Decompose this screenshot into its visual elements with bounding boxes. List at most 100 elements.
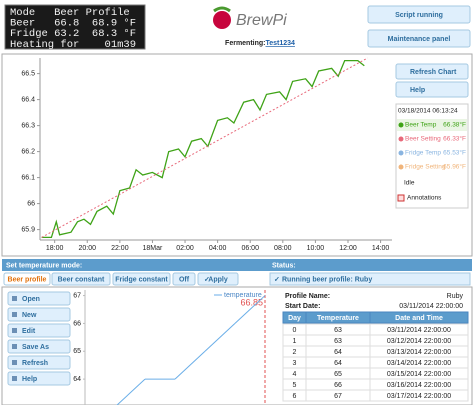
legend-swatch — [398, 136, 404, 142]
x-tick-label: 06:00 — [241, 245, 259, 252]
button-icon — [12, 360, 17, 365]
profile-y-tick-label: 67 — [73, 292, 81, 299]
legend-row[interactable] — [397, 147, 467, 159]
status-title: Status: — [272, 262, 296, 269]
legend-name: Beer Temp — [405, 122, 437, 129]
x-tick-label: 18Mar — [143, 245, 164, 252]
button-icon — [12, 344, 17, 349]
annotations-icon — [397, 194, 405, 202]
table-text: 67 — [334, 393, 342, 400]
header-button[interactable] — [367, 5, 471, 24]
table-header-cell — [369, 311, 469, 324]
profile-segment — [234, 295, 266, 324]
table-text: 03/12/2014 22:00:00 — [387, 338, 451, 345]
lcd-panel — [4, 4, 146, 50]
table-text: 03/16/2014 22:00:00 — [387, 382, 451, 389]
profile-button[interactable] — [7, 355, 71, 370]
table-text: 1 — [293, 338, 297, 345]
header-button-label: Script running — [395, 12, 443, 19]
profile-button-label: Save As — [22, 344, 49, 351]
x-tick-label: 22:00 — [111, 245, 129, 252]
current-value: 66.85 — [240, 297, 263, 307]
table-text: 64 — [334, 349, 342, 356]
chart-button[interactable] — [395, 81, 469, 98]
button-icon — [12, 312, 17, 317]
mode-button[interactable] — [112, 272, 171, 286]
table-header: Temperature — [317, 315, 359, 322]
table-text: 5 — [293, 382, 297, 389]
legend-reading: 65.96°F — [443, 163, 466, 171]
y-tick-label: 66.4 — [21, 96, 35, 103]
legend-name: Fridge Setting — [405, 164, 446, 171]
y-tick-label: 66.1 — [21, 174, 35, 181]
profile-button[interactable] — [7, 323, 71, 338]
lcd-line: Mode Beer Profile — [10, 7, 130, 19]
mode-button-label: Fridge constant — [115, 276, 168, 283]
x-tick-label: 12:00 — [339, 245, 357, 252]
legend-row[interactable] — [397, 133, 467, 145]
control-header — [2, 259, 472, 271]
table-header: Date and Time — [395, 315, 443, 322]
chart-button-label: Refresh Chart — [410, 69, 457, 76]
profile-button[interactable] — [7, 291, 71, 306]
chart-button-label: Help — [410, 87, 425, 94]
profile-segment — [204, 323, 236, 352]
table-text: 03/17/2014 22:00:00 — [387, 393, 451, 400]
mode-button-active-label: Beer profile — [8, 276, 47, 283]
x-tick-label: 14:00 — [372, 245, 390, 252]
mode-button[interactable] — [51, 272, 111, 286]
mode-button-active[interactable] — [3, 272, 51, 286]
mode-button[interactable] — [172, 272, 196, 286]
table-text: 03/11/2014 22:00:00 — [387, 327, 451, 334]
table-text: 03/13/2014 22:00:00 — [387, 349, 451, 356]
profile-button[interactable] — [7, 307, 71, 322]
profile-name: Ruby — [447, 293, 464, 300]
x-tick-label: 02:00 — [176, 245, 194, 252]
legend-row[interactable] — [397, 161, 467, 173]
legend-swatch — [398, 122, 404, 128]
profile-button[interactable] — [7, 371, 71, 386]
lcd-line: Fridge 63.2 68.3 °F — [10, 28, 136, 40]
mode-button[interactable] — [197, 272, 239, 286]
profile-segment — [174, 350, 206, 380]
legend-row[interactable] — [397, 119, 467, 131]
legend-swatch — [398, 164, 404, 170]
fermenting-label: Fermenting: — [225, 40, 265, 47]
profile-button-label: Open — [22, 296, 40, 303]
table-text: 63 — [334, 327, 342, 334]
x-tick-label: 10:00 — [307, 245, 325, 252]
profile-button[interactable] — [7, 339, 71, 354]
chart-button[interactable] — [395, 63, 469, 80]
table-header: Day — [288, 315, 301, 322]
header-button[interactable] — [367, 29, 471, 48]
table-text: 4 — [293, 371, 297, 378]
x-tick-label: 04:00 — [209, 245, 227, 252]
y-tick-label: 66.3 — [21, 122, 35, 129]
profile-button-label: Refresh — [22, 360, 48, 367]
button-icon — [12, 328, 17, 333]
header-button-label: Maintenance panel — [388, 36, 451, 43]
button-icon — [12, 376, 17, 381]
logo-icon — [213, 11, 231, 29]
table-text: 03/14/2014 22:00:00 — [387, 360, 451, 367]
table-text: 6 — [293, 393, 297, 400]
button-icon — [12, 296, 17, 301]
status-box — [269, 272, 471, 286]
fermenting: Fermenting:Test1234 — [225, 40, 295, 47]
profile-legend: temperature — [224, 292, 262, 299]
status-check: ✓ — [274, 276, 280, 283]
table-cell — [369, 389, 469, 402]
lcd-line: Beer 66.8 68.9 °F — [10, 17, 136, 29]
mode-button-label: Beer constant — [58, 276, 105, 283]
table-text: 65 — [334, 371, 342, 378]
annotations: Annotations — [407, 195, 442, 202]
y-tick-label: 65.9 — [21, 226, 35, 233]
profile-button-label: New — [22, 312, 37, 319]
mode-button-label: Apply — [208, 276, 228, 283]
x-tick-label: 20:00 — [78, 245, 96, 252]
legend-reading: 65.53°F — [443, 149, 466, 157]
x-tick-label: 18:00 — [46, 245, 64, 252]
y-tick-label: 66.2 — [21, 148, 35, 155]
apply-check: ✓ — [204, 276, 210, 283]
